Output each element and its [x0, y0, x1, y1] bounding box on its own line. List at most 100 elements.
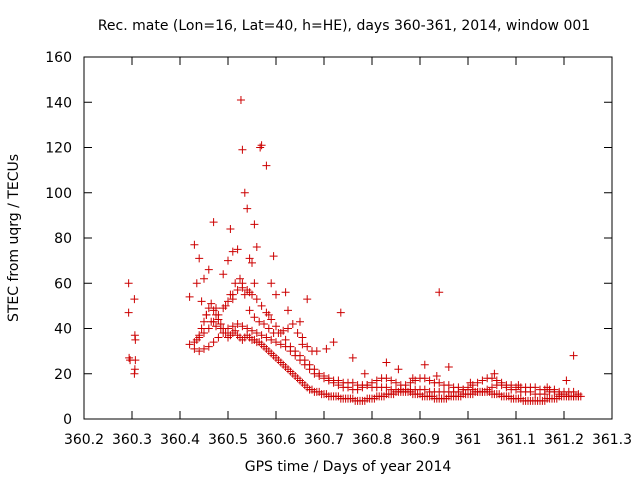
y-tick-label: 120 [45, 141, 72, 157]
data-point [240, 290, 249, 299]
data-point [185, 292, 194, 301]
data-point [272, 338, 280, 347]
data-point [267, 279, 276, 288]
data-point [260, 319, 268, 328]
data-point [228, 247, 237, 256]
data-point [298, 340, 307, 349]
data-point [200, 344, 208, 353]
data-point [315, 369, 324, 378]
data-point [382, 374, 391, 383]
data-point [303, 342, 312, 351]
data-point [207, 299, 216, 308]
data-point [478, 387, 487, 396]
data-point [550, 385, 559, 394]
data-point [444, 362, 453, 371]
data-point [459, 385, 468, 394]
y-tick-label: 100 [45, 186, 72, 202]
data-point [233, 286, 242, 295]
data-point [473, 378, 482, 387]
data-point [478, 376, 487, 385]
data-point [207, 317, 216, 326]
data-point [334, 376, 343, 385]
data-point [382, 383, 391, 392]
data-point [250, 279, 259, 288]
x-tick-label: 360.5 [208, 432, 248, 448]
chart-title: Rec. mate (Lon=16, Lat=40, h=HE), days 3… [98, 18, 590, 34]
data-point [514, 381, 523, 390]
y-axis: 0 20 40 60 80 100 120 140 160 [45, 50, 612, 428]
data-point [243, 324, 252, 333]
data-point [197, 324, 206, 333]
data-point [131, 356, 140, 365]
x-tick-label: 361.2 [544, 432, 584, 448]
data-point [245, 288, 254, 297]
data-point [288, 319, 297, 328]
data-point [274, 329, 283, 338]
data-point [372, 376, 381, 385]
data-point [204, 342, 213, 351]
data-point [245, 254, 254, 263]
data-point [228, 322, 237, 331]
data-point [204, 304, 213, 313]
data-point [483, 385, 492, 394]
x-tick-label: 361.1 [496, 432, 536, 448]
data-point [250, 313, 259, 322]
data-point [214, 310, 223, 319]
data-point [531, 383, 540, 392]
data-point [464, 383, 472, 392]
data-point [425, 376, 434, 385]
data-point [286, 342, 295, 351]
data-point [267, 315, 276, 324]
data-point [284, 324, 292, 333]
data-point [209, 218, 218, 227]
data-point [224, 297, 232, 306]
data-point [252, 243, 261, 252]
data-point [231, 326, 240, 335]
data-point [264, 310, 273, 319]
y-tick-label: 60 [54, 276, 72, 292]
data-point [507, 381, 516, 390]
data-point [488, 383, 496, 392]
data-point [562, 376, 571, 385]
data-point [245, 306, 254, 315]
data-point [492, 376, 501, 385]
data-point [204, 324, 213, 333]
data-point [488, 374, 496, 383]
data-point [195, 347, 204, 356]
data-point [394, 365, 403, 374]
data-point [236, 95, 245, 104]
data-point [219, 329, 228, 338]
data-point [281, 335, 290, 344]
data-point [240, 188, 249, 197]
data-point [204, 265, 213, 274]
data-point [131, 335, 140, 344]
data-point [221, 301, 230, 310]
data-point [363, 381, 372, 390]
data-point [190, 344, 199, 353]
data-point [212, 304, 220, 313]
x-axis: 360.2 360.3 360.4 360.5 360.6 360.7 360.8 360.9… [64, 57, 632, 448]
data-points [124, 95, 585, 405]
data-point [466, 378, 475, 387]
data-point [497, 378, 506, 387]
data-point [281, 288, 290, 297]
x-tick-label: 360.3 [112, 432, 152, 448]
x-tick-label: 360.9 [400, 432, 440, 448]
data-point [305, 360, 314, 369]
data-point [233, 245, 242, 254]
data-point [238, 145, 247, 154]
data-point [312, 347, 321, 356]
data-point [543, 383, 552, 392]
data-point [200, 317, 208, 326]
data-point [406, 378, 415, 387]
data-point [435, 378, 444, 387]
data-point [284, 306, 292, 315]
data-point [574, 390, 583, 399]
data-point [224, 256, 232, 265]
data-point [272, 322, 280, 331]
data-point [387, 376, 396, 385]
data-point [382, 358, 391, 367]
y-tick-label: 80 [54, 231, 72, 247]
data-point [257, 141, 266, 150]
